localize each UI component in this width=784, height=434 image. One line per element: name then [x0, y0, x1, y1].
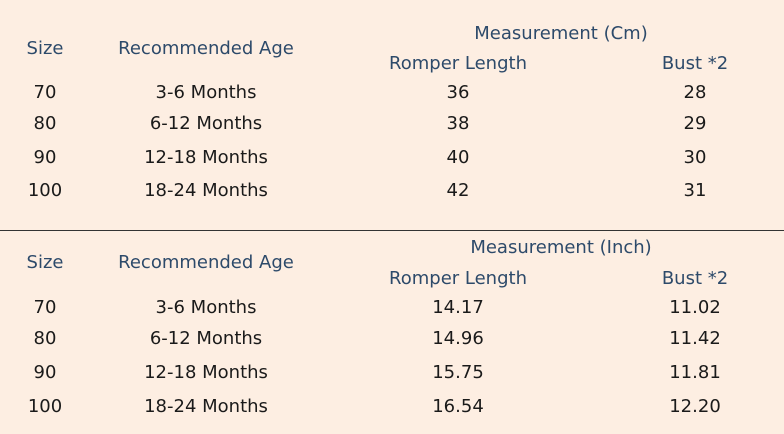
age-cell: 3-6 Months: [155, 82, 257, 103]
bust-cell: 11.42: [669, 328, 721, 349]
romper-length-cell: 36: [446, 82, 470, 103]
bust-cell: 11.81: [669, 362, 721, 383]
romper-length-cell: 40: [446, 147, 470, 168]
age-cell: 6-12 Months: [149, 113, 263, 134]
bust-cell: 31: [683, 180, 707, 201]
recommended-age-header: Recommended Age: [118, 252, 294, 273]
romper-length-cell: 16.54: [432, 396, 484, 417]
bust-cell: 30: [683, 147, 707, 168]
romper-length-cell: 42: [446, 180, 470, 201]
romper-length-cell: 14.17: [432, 297, 484, 318]
size-header: Size: [26, 38, 64, 59]
age-cell: 18-24 Months: [144, 180, 268, 201]
romper-length-header: Romper Length: [389, 53, 527, 74]
size-cell: 100: [27, 396, 63, 417]
size-cell: 70: [33, 82, 57, 103]
size-cell: 80: [33, 328, 57, 349]
measurement-header: Measurement (Cm): [474, 23, 648, 44]
age-cell: 6-12 Months: [149, 328, 263, 349]
bust-header: Bust *2: [661, 53, 729, 74]
bust-header: Bust *2: [661, 268, 729, 289]
age-cell: 12-18 Months: [144, 147, 268, 168]
divider: [0, 230, 784, 231]
size-cell: 90: [33, 147, 57, 168]
bust-cell: 12.20: [669, 396, 721, 417]
measurement-header: Measurement (Inch): [470, 237, 652, 258]
age-cell: 18-24 Months: [144, 396, 268, 417]
size-cell: 100: [27, 180, 63, 201]
romper-length-cell: 14.96: [432, 328, 484, 349]
age-cell: 12-18 Months: [144, 362, 268, 383]
age-cell: 3-6 Months: [155, 297, 257, 318]
bust-cell: 29: [683, 113, 707, 134]
romper-length-cell: 38: [446, 113, 470, 134]
romper-length-cell: 15.75: [432, 362, 484, 383]
size-cell: 80: [33, 113, 57, 134]
bust-cell: 28: [683, 82, 707, 103]
recommended-age-header: Recommended Age: [118, 38, 294, 59]
size-cell: 70: [33, 297, 57, 318]
bust-cell: 11.02: [669, 297, 721, 318]
size-cell: 90: [33, 362, 57, 383]
size-header: Size: [26, 252, 64, 273]
romper-length-header: Romper Length: [389, 268, 527, 289]
